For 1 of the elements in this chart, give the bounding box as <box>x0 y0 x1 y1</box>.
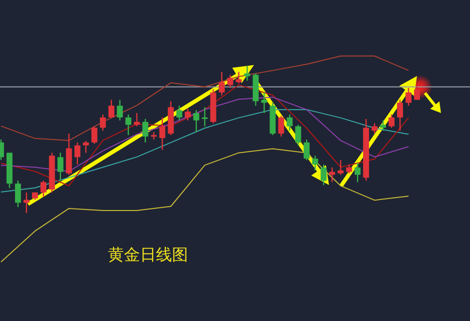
annotation: 黄金日线图 <box>108 245 188 264</box>
